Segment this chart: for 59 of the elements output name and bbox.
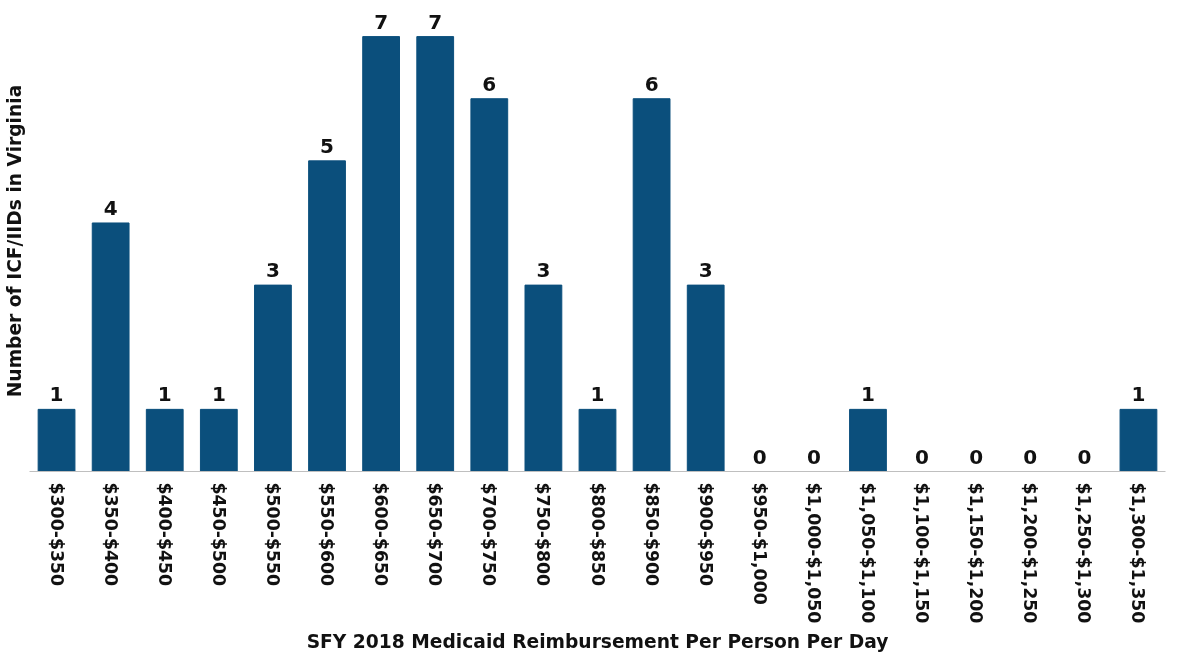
data-label: 0: [969, 444, 984, 469]
data-label: 6: [482, 71, 497, 96]
x-tick-label: $1,150-$1,200: [966, 482, 987, 624]
x-tick-label: $1,300-$1,350: [1128, 482, 1149, 624]
data-label: 7: [374, 9, 389, 34]
x-tick-label: $850-$900: [641, 482, 662, 587]
x-tick-label: $800-$850: [587, 482, 608, 587]
bar: [632, 98, 671, 472]
data-label: 1: [590, 382, 605, 407]
data-label: 0: [806, 444, 821, 469]
data-label: 1: [1131, 382, 1146, 407]
bar: [254, 284, 292, 472]
x-tick-label: $750-$800: [533, 482, 554, 587]
x-axis-title: SFY 2018 Medicaid Reimbursement Per Person Per Day: [306, 631, 889, 653]
data-label: 0: [752, 444, 767, 469]
data-label: 1: [861, 382, 875, 407]
bar: [849, 408, 887, 472]
x-tick-label: $950-$1,000: [749, 482, 770, 605]
data-label: 0: [1023, 444, 1038, 469]
data-label: 1: [157, 382, 172, 407]
data-label: 0: [1077, 444, 1092, 469]
bar: [524, 284, 563, 472]
x-tick-label: $1,000-$1,050: [803, 482, 824, 624]
x-tick-label: $650-$700: [425, 482, 446, 587]
bar: [37, 408, 76, 472]
data-label: 1: [211, 382, 226, 407]
data-label: 5: [320, 133, 334, 158]
bar: [308, 160, 346, 472]
x-tick-label: $350-$400: [100, 482, 121, 587]
x-tick-label: $1,200-$1,250: [1020, 482, 1041, 624]
data-label: 4: [103, 195, 118, 220]
x-tick-label: $500-$550: [262, 482, 283, 587]
bar: [362, 36, 401, 472]
x-tick-label: $1,100-$1,150: [912, 482, 933, 624]
x-tick-label: $600-$650: [371, 482, 392, 587]
data-label: 3: [265, 258, 280, 283]
bar: [91, 222, 130, 472]
x-tick-label: $900-$950: [695, 482, 716, 587]
x-tick-label: $1,050-$1,100: [857, 482, 878, 624]
x-tick-label: $700-$750: [479, 482, 500, 587]
bar: [145, 408, 184, 472]
x-tick-label: $300-$350: [46, 482, 67, 587]
x-tick-label: $400-$450: [154, 482, 175, 587]
data-label: 3: [536, 258, 551, 283]
bar: [578, 408, 617, 472]
x-tick-label: $450-$500: [208, 482, 229, 587]
y-axis-title: Number of ICF/IIDs in Virginia: [3, 84, 25, 398]
data-label: 6: [644, 71, 659, 96]
x-tick-label: $1,250-$1,300: [1074, 482, 1095, 624]
data-label: 7: [428, 9, 443, 34]
data-label: 0: [915, 444, 930, 469]
bar: [470, 98, 509, 472]
x-tick-label: $550-$600: [317, 482, 338, 587]
bar: [199, 408, 238, 472]
data-label: 3: [698, 258, 713, 283]
bar: [686, 284, 725, 472]
bar: [1119, 408, 1158, 472]
bar: [416, 36, 455, 472]
data-label: 1: [49, 382, 64, 407]
